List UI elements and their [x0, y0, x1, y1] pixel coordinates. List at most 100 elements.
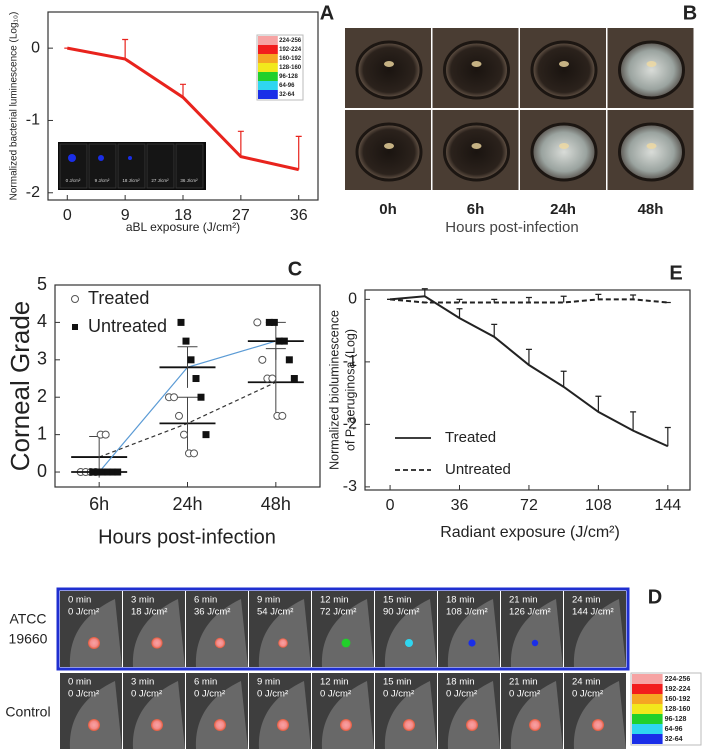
- y-tick-label: -1: [26, 112, 40, 129]
- frame-time: 3 min: [131, 595, 154, 606]
- animal-silhouette: [510, 599, 563, 667]
- scale-label: 224-256: [279, 38, 302, 44]
- animal-silhouette: [195, 599, 248, 667]
- x-tick-label: 6h: [89, 494, 109, 514]
- frame-time: 9 min: [257, 677, 280, 688]
- error-bar: [630, 411, 637, 431]
- frame-time: 21 min: [509, 595, 538, 606]
- x-axis-label: Radiant exposure (J/cm²): [440, 524, 620, 541]
- inset-label: 27 J/cm²: [151, 178, 169, 183]
- x-tick-label: 27: [232, 207, 250, 224]
- lesion-spot: [88, 719, 100, 731]
- point: [190, 449, 198, 458]
- scale-label: 96-128: [665, 716, 687, 723]
- scale-label: 192-224: [665, 686, 691, 693]
- frame-dose: 0 J/cm²: [320, 689, 351, 700]
- x-tick-label: 108: [585, 497, 612, 514]
- frame-dose: 0 J/cm²: [194, 689, 225, 700]
- scale-swatch: [632, 694, 663, 704]
- frame-time: 21 min: [509, 677, 538, 688]
- legend-label: Treated: [88, 288, 149, 308]
- inset-frame: [175, 143, 204, 189]
- point: [280, 337, 288, 345]
- row-label: Control: [5, 704, 50, 720]
- frame-dose: 72 J/cm²: [320, 607, 356, 618]
- column-label: 48h: [638, 201, 664, 218]
- point: [99, 468, 107, 476]
- point: [109, 468, 117, 476]
- legend-marker: [71, 295, 79, 303]
- frame-time: 18 min: [446, 595, 475, 606]
- error-bar: [560, 295, 567, 303]
- point: [182, 337, 190, 345]
- inset-label: 36 J/cm²: [180, 178, 198, 183]
- y-tick-label: 5: [37, 274, 47, 294]
- animal-silhouette: [321, 681, 374, 749]
- scale-label: 32-64: [665, 736, 683, 743]
- frame-time: 0 min: [68, 595, 91, 606]
- x-tick-label: 48h: [261, 494, 291, 514]
- frame-dose: 18 J/cm²: [131, 607, 167, 618]
- frame-dose: 0 J/cm²: [446, 689, 477, 700]
- row-label: 19660: [9, 631, 48, 647]
- frame-time: 15 min: [383, 595, 412, 606]
- frame-dose: 126 J/cm²: [509, 607, 551, 618]
- lesion-spot: [214, 637, 226, 649]
- frame-time: 6 min: [194, 595, 217, 606]
- y-tick-label: 1: [37, 423, 47, 443]
- error-bar: [630, 294, 637, 300]
- scale-swatch: [258, 54, 278, 63]
- inset-frame: [88, 143, 117, 189]
- scale-label: 64-96: [665, 726, 683, 733]
- x-tick-label: 36: [451, 497, 469, 514]
- scale-swatch: [258, 72, 278, 81]
- point: [278, 411, 287, 420]
- error-bar: [456, 298, 463, 303]
- point: [187, 356, 195, 364]
- lesion-spot: [468, 639, 476, 647]
- eye: [355, 40, 423, 100]
- animal-silhouette: [573, 599, 626, 667]
- frame-dose: 0 J/cm²: [572, 689, 603, 700]
- lesion-spot: [88, 637, 100, 649]
- error-bar: [177, 346, 198, 388]
- frame-dose: 108 J/cm²: [446, 607, 488, 618]
- point: [290, 375, 298, 383]
- frame-dose: 0 J/cm²: [68, 607, 99, 618]
- y-tick-label: 3: [37, 349, 47, 369]
- legend-label: Untreated: [88, 316, 167, 336]
- point: [202, 431, 210, 439]
- lesion-spot: [214, 719, 226, 731]
- scale-swatch: [632, 704, 663, 714]
- scale-frame: [256, 34, 304, 101]
- point: [268, 374, 277, 383]
- x-tick-label: 72: [520, 497, 538, 514]
- eye-glint: [559, 143, 569, 149]
- eye: [618, 122, 685, 182]
- y-tick-label: 0: [37, 461, 47, 481]
- lesion-spot: [151, 637, 163, 649]
- lesion-spot: [151, 719, 163, 731]
- animal-silhouette: [132, 681, 185, 749]
- animal-silhouette: [573, 681, 626, 749]
- point: [270, 318, 278, 326]
- animal-silhouette: [384, 599, 437, 667]
- error-bar: [421, 288, 428, 297]
- scale-label: 128-160: [279, 65, 302, 71]
- frame-dose: 36 J/cm²: [194, 607, 230, 618]
- eye: [443, 122, 510, 182]
- scale-swatch: [632, 684, 663, 694]
- y-tick-label: 4: [37, 311, 47, 331]
- y-tick-label: -2: [26, 184, 40, 201]
- point: [170, 393, 178, 402]
- frame-time: 9 min: [257, 595, 280, 606]
- point: [104, 468, 112, 476]
- scale-swatch: [258, 36, 278, 45]
- eye-glint: [646, 61, 657, 67]
- scale-label: 192-224: [279, 47, 302, 53]
- error-bar: [525, 348, 532, 365]
- column-label: 0h: [379, 201, 397, 218]
- frame-time: 6 min: [194, 677, 217, 688]
- inset-frame: [59, 143, 88, 189]
